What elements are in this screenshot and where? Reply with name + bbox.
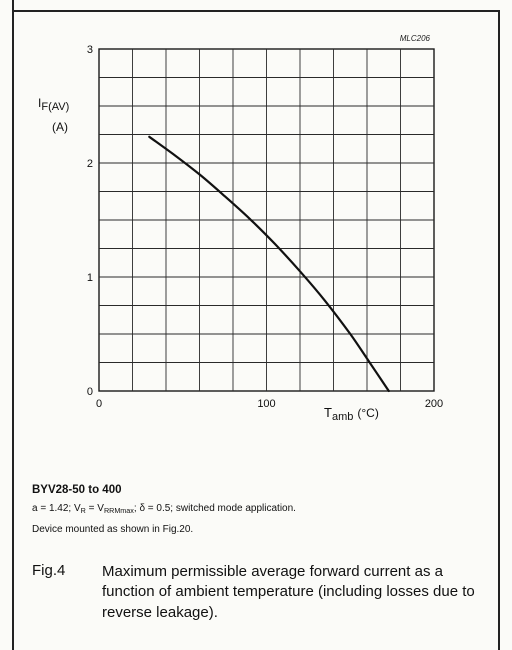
cond-equals: = V (85, 503, 104, 514)
y-axis-label-sub: F(AV) (41, 101, 69, 113)
y-axis-unit: (A) (52, 120, 68, 134)
frame-border-right (498, 10, 500, 650)
y-tick-label: 2 (87, 158, 93, 170)
current-derating-curve (148, 135, 390, 393)
mounting-note: Device mounted as shown in Fig.20. (32, 524, 194, 535)
cond-a-value: a = 1.42; V (32, 503, 81, 514)
y-tick-label: 1 (87, 272, 93, 284)
figure-caption: Maximum permissible average forward curr… (102, 563, 475, 621)
y-tick-label: 0 (87, 386, 93, 398)
x-axis-label-main: T (324, 405, 332, 420)
cond-vrrm-sub: RRMmax (103, 506, 134, 515)
cond-rest: ; δ = 0.5; switched mode application. (133, 503, 296, 514)
x-axis-unit: (°C) (357, 406, 378, 420)
y-axis-label-main: I (38, 96, 41, 110)
operating-conditions: a = 1.42; VR = VRRMmax; δ = 0.5; switche… (32, 503, 296, 515)
x-tick-label: 0 (96, 398, 102, 410)
curve-layer (148, 135, 390, 393)
x-tick-label: 100 (257, 398, 275, 410)
x-axis-label: Tamb (°C) (324, 405, 379, 423)
chart-grid (98, 48, 435, 392)
frame-border-top (12, 10, 500, 12)
y-axis-label: IF(AV) (38, 96, 69, 113)
frame-border-left (12, 0, 14, 650)
tick-labels: 0 1 2 3 0 100 200 (87, 44, 443, 410)
figure-reference-code: MLC206 (400, 34, 431, 43)
figure-number: Fig.4 (32, 562, 66, 579)
x-axis-label-sub: amb (332, 411, 353, 423)
x-tick-label: 200 (425, 398, 443, 410)
cond-vr-sub: R (80, 506, 86, 515)
y-tick-label: 3 (87, 44, 93, 56)
device-title: BYV28-50 to 400 (32, 484, 122, 496)
